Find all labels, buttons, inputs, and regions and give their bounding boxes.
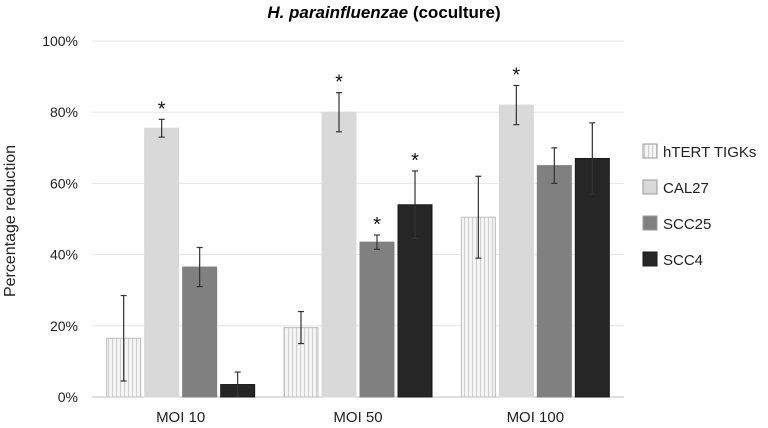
legend-label: CAL27: [663, 180, 709, 197]
y-tick-label: 80%: [50, 104, 78, 120]
legend-label: SCC25: [663, 216, 711, 233]
legend: hTERT TIGKs CAL27 SCC25 SCC4: [642, 143, 756, 269]
error-bars: [120, 84, 596, 398]
gridlines: [92, 40, 624, 398]
legend-swatch: [642, 251, 658, 267]
significance-marker: *: [373, 214, 381, 236]
legend-swatch: [642, 143, 658, 159]
significance-markers: * * * * *: [158, 65, 521, 237]
bar-scc25: [182, 266, 218, 398]
y-tick-label: 100%: [42, 33, 78, 49]
category-label: MOI 100: [507, 409, 565, 426]
legend-swatch: [642, 179, 658, 195]
category-label: MOI 10: [156, 409, 205, 426]
chart-title-italic: H. parainfluenzae: [267, 3, 408, 22]
y-tick-label: 40%: [50, 247, 78, 263]
y-tick-label: 60%: [50, 175, 78, 191]
bar-scc25: [536, 165, 572, 398]
legend-swatch: [642, 215, 658, 231]
y-axis-label: Percentage reduction: [2, 145, 19, 297]
bar-cal27: [144, 127, 180, 398]
significance-marker: *: [411, 150, 419, 172]
significance-marker: *: [158, 98, 166, 120]
chart-title-rest: (coculture): [408, 3, 501, 22]
bar-scc25: [359, 241, 395, 398]
bar-scc4: [574, 157, 610, 398]
y-tick-label: 20%: [50, 318, 78, 334]
category-labels: MOI 10 MOI 50 MOI 100: [156, 409, 564, 426]
significance-marker: *: [335, 72, 343, 94]
y-tick-label: 0%: [58, 389, 78, 405]
chart-title: H. parainfluenzae (coculture): [267, 3, 500, 22]
bar-cal27: [321, 111, 357, 398]
significance-marker: *: [512, 65, 520, 87]
y-tick-labels: 0% 20% 40% 60% 80% 100%: [42, 33, 78, 405]
category-label: MOI 50: [333, 409, 382, 426]
legend-label: hTERT TIGKs: [663, 144, 756, 161]
bar-cal27: [498, 104, 534, 398]
bars: [106, 104, 610, 398]
legend-label: SCC4: [663, 252, 703, 269]
